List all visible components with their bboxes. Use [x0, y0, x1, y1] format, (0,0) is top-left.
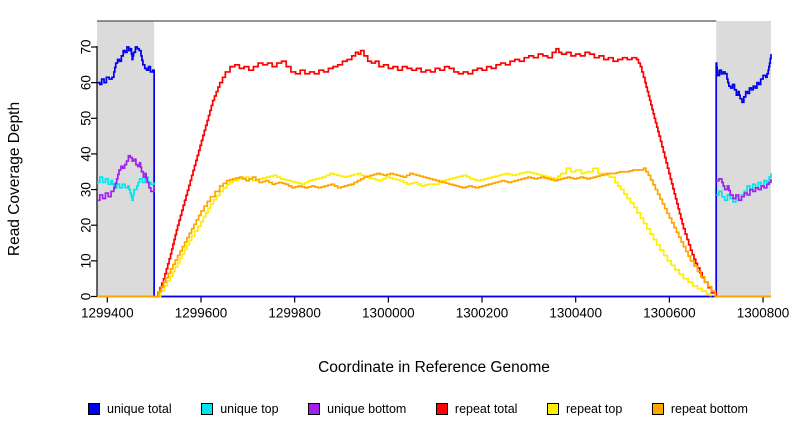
- series-unique-total-line: [97, 46, 772, 298]
- x-tick-label: 1299400: [81, 306, 134, 321]
- legend-item-repeat-bottom: repeat bottom: [651, 402, 748, 416]
- legend-swatch-unique-total: [88, 403, 100, 415]
- series-unique-bottom-line: [716, 178, 772, 202]
- legend-swatch-repeat-top: [547, 403, 559, 415]
- x-tick-label: 1300400: [549, 306, 602, 321]
- series-repeat-bottom-line: [97, 167, 771, 298]
- x-tick-label: 1300200: [456, 306, 509, 321]
- series-unique-top-line: [716, 173, 772, 203]
- y-tick-label: 60: [78, 75, 93, 90]
- legend-item-unique-total: unique total: [88, 402, 172, 416]
- y-tick-label: 70: [78, 39, 93, 54]
- x-tick-label: 1300000: [362, 306, 415, 321]
- series-unique-top-line: [97, 176, 155, 202]
- legend-swatch-unique-top: [201, 403, 214, 415]
- legend-item-unique-bottom: unique bottom: [308, 402, 406, 416]
- x-tick-label: 1299600: [175, 306, 228, 321]
- legend-label-repeat-bottom: repeat bottom: [670, 402, 748, 416]
- legend-swatch-unique-bottom: [308, 403, 321, 415]
- y-tick-label: 50: [78, 111, 93, 126]
- series-unique-bottom-line: [97, 154, 155, 202]
- y-tick-label: 20: [78, 218, 93, 233]
- series-repeat-total-line: [156, 47, 718, 298]
- x-tick-label: 1299800: [268, 306, 321, 321]
- shaded-region-left: [97, 21, 155, 297]
- y-axis-title: Read Coverage Depth: [6, 101, 23, 257]
- legend-label-repeat-total: repeat total: [454, 402, 518, 416]
- legend-label-repeat-top: repeat top: [566, 402, 623, 416]
- y-tick-label: 30: [78, 182, 93, 197]
- legend-label-unique-bottom: unique bottom: [327, 402, 407, 416]
- x-tick-label: 1300600: [643, 306, 696, 321]
- legend-item-repeat-total: repeat total: [435, 402, 518, 416]
- series-repeat-top-line: [156, 167, 712, 298]
- legend-label-unique-total: unique total: [107, 402, 172, 416]
- x-axis-title: Coordinate in Reference Genome: [318, 359, 550, 376]
- legend: unique total unique top unique bottom repea…: [88, 400, 748, 418]
- legend-label-unique-top: unique top: [220, 402, 279, 416]
- y-tick-label: 0: [78, 293, 93, 301]
- legend-swatch-repeat-total: [435, 403, 448, 415]
- legend-item-repeat-top: repeat top: [547, 402, 622, 416]
- y-tick-label: 10: [78, 253, 93, 268]
- y-tick-label: 40: [78, 146, 93, 161]
- shaded-region-right: [716, 21, 771, 297]
- legend-swatch-repeat-bottom: [651, 403, 664, 415]
- x-tick-label: 1300800: [737, 306, 790, 321]
- legend-item-unique-top: unique top: [201, 402, 279, 416]
